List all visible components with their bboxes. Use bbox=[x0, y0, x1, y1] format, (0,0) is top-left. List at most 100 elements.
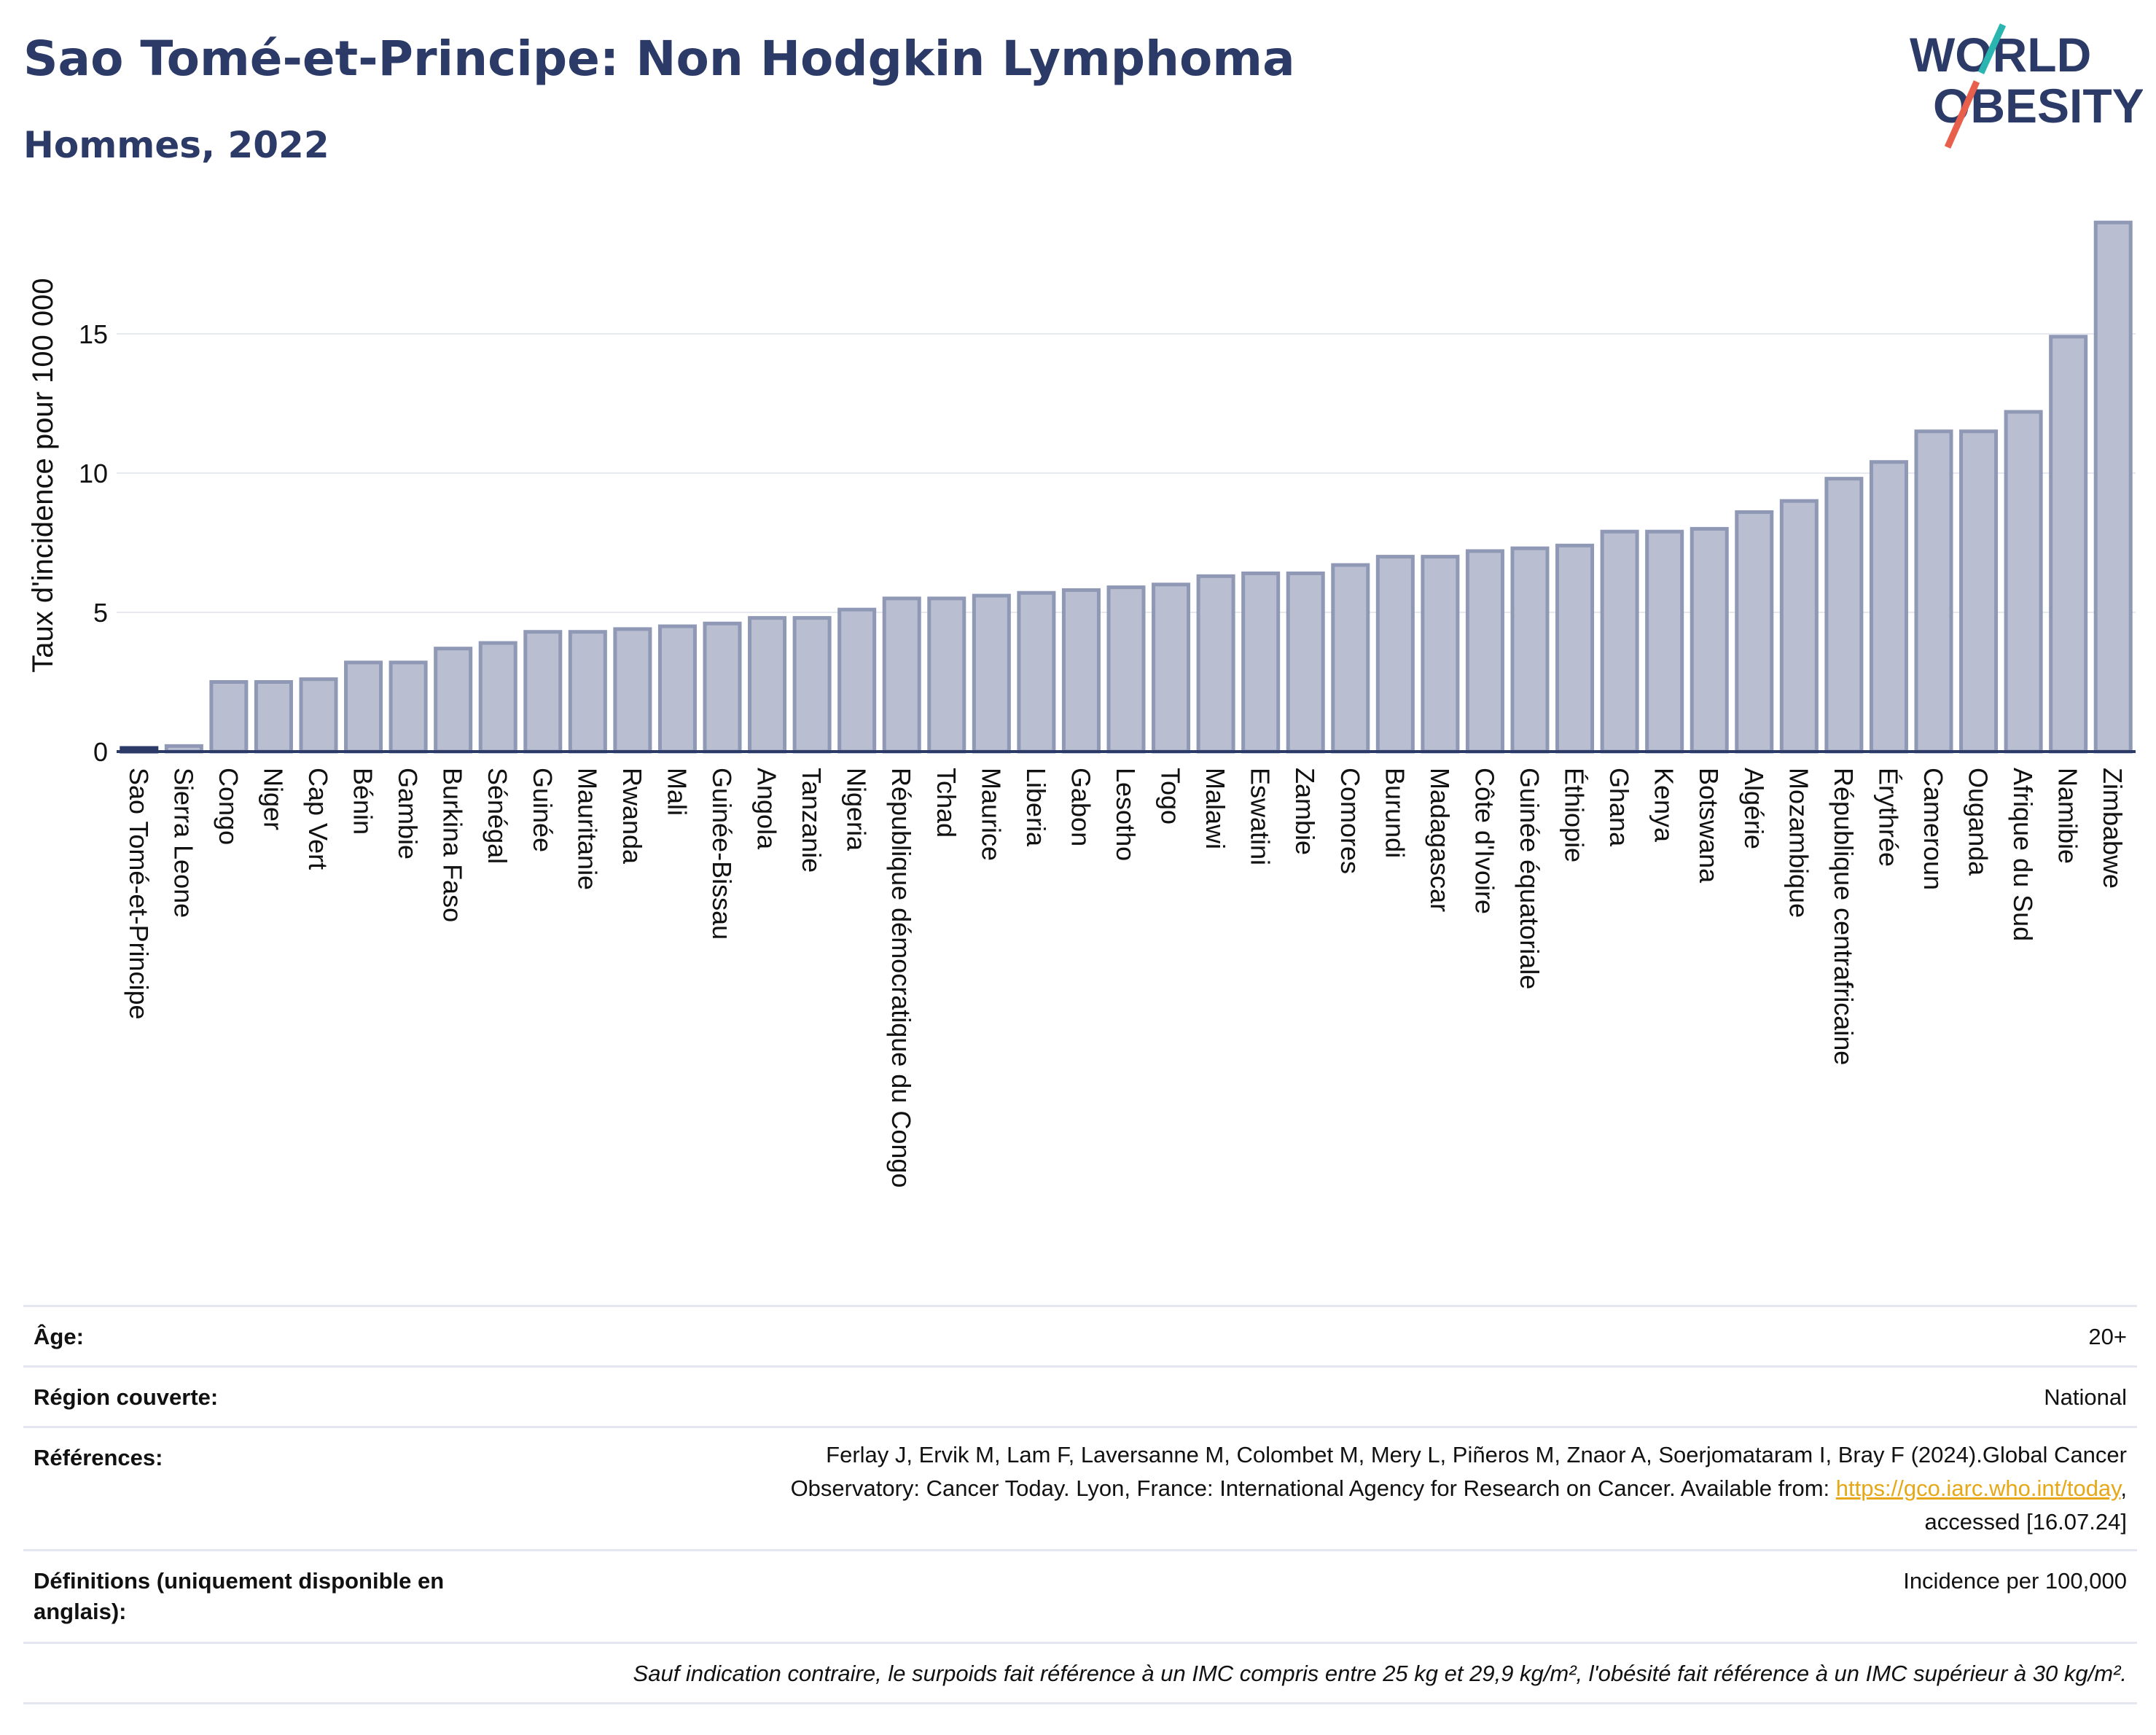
x-tick-label: Érythrée bbox=[1873, 768, 1903, 867]
x-tick-label: République démocratique du Congo bbox=[886, 768, 916, 1188]
x-tick-label: Mali bbox=[662, 768, 692, 816]
definitions-value: Incidence per 100,000 bbox=[1903, 1568, 2127, 1594]
y-tick-label: 5 bbox=[93, 598, 108, 628]
bar bbox=[1600, 529, 1639, 754]
metadata-table: Âge: 20+ Région couverte: National Référ… bbox=[23, 1305, 2137, 1704]
references-link[interactable]: https://gco.iarc.who.int/today bbox=[1835, 1475, 2121, 1501]
x-tick-label: Guinée bbox=[528, 768, 558, 852]
x-tick-label: Algérie bbox=[1739, 768, 1769, 849]
x-tick-label: Maurice bbox=[976, 768, 1006, 861]
x-tick-label: Niger bbox=[258, 768, 288, 830]
x-tick-label: Cameroun bbox=[1918, 768, 1948, 890]
references-label: Références: bbox=[34, 1445, 163, 1470]
age-value: 20+ bbox=[2088, 1324, 2127, 1349]
world-obesity-logo: WORLD OBESITY bbox=[1910, 23, 2143, 149]
x-tick-label: Zambie bbox=[1290, 768, 1320, 855]
x-tick-label: Guinée équatoriale bbox=[1515, 768, 1544, 989]
x-tick-label: Cap Vert bbox=[303, 768, 333, 870]
bar bbox=[972, 593, 1011, 754]
chart-subtitle: Hommes, 2022 bbox=[23, 124, 329, 166]
x-tick-label: Burundi bbox=[1380, 768, 1410, 858]
x-tick-label: Sénégal bbox=[483, 768, 512, 864]
x-tick-label: Côte d'Ivoire bbox=[1469, 768, 1499, 914]
bar bbox=[792, 616, 832, 754]
meta-row-note: Sauf indication contraire, le surpoids f… bbox=[23, 1642, 2137, 1704]
x-tick-label: Afrique du Sud bbox=[2008, 768, 2038, 941]
bar bbox=[1555, 543, 1595, 754]
bar bbox=[299, 677, 338, 754]
bar bbox=[568, 630, 607, 754]
bar bbox=[748, 616, 787, 754]
bar bbox=[1375, 555, 1415, 754]
bar bbox=[927, 596, 966, 754]
bar bbox=[434, 647, 473, 754]
bar bbox=[1152, 582, 1191, 754]
bar bbox=[1017, 590, 1056, 754]
y-tick-label: 15 bbox=[79, 319, 108, 349]
x-tick-label: Namibie bbox=[2053, 768, 2083, 864]
logo-slash-red bbox=[1944, 80, 1980, 149]
bar bbox=[209, 680, 249, 754]
meta-row-references: Références: Ferlay J, Ervik M, Lam F, La… bbox=[23, 1426, 2137, 1549]
bar bbox=[1286, 572, 1325, 754]
bar bbox=[613, 627, 652, 754]
y-axis-label: Taux d'incidence pour 100 000 bbox=[27, 278, 59, 672]
x-tick-label: Rwanda bbox=[617, 768, 647, 865]
bar bbox=[1645, 529, 1684, 754]
bar bbox=[882, 596, 921, 754]
bar bbox=[1914, 429, 1953, 754]
x-tick-label: Sierra Leone bbox=[168, 768, 198, 918]
bar bbox=[388, 660, 428, 754]
bar bbox=[1421, 555, 1460, 754]
x-tick-label: Zimbabwe bbox=[2098, 768, 2128, 889]
bar bbox=[1465, 549, 1504, 754]
x-tick-label: Malawi bbox=[1200, 768, 1230, 849]
bar bbox=[657, 624, 697, 754]
bars bbox=[120, 220, 2133, 754]
bar bbox=[703, 621, 742, 754]
y-tick-labels: 0 5 10 15 bbox=[79, 319, 108, 767]
x-tick-label: Togo bbox=[1156, 768, 1186, 824]
x-tick-label: Congo bbox=[214, 768, 243, 845]
references-line-2-end: , bbox=[2120, 1475, 2127, 1501]
references-line-2: Observatory: Cancer Today. Lyon, France:… bbox=[791, 1472, 2127, 1505]
x-tick-label: Sao Tomé-et-Principe bbox=[124, 768, 154, 1020]
bar bbox=[523, 630, 563, 754]
x-tick-label: Comores bbox=[1335, 768, 1365, 874]
x-tick-label: Ghana bbox=[1604, 768, 1634, 847]
x-tick-label: Tanzanie bbox=[797, 768, 827, 873]
bar bbox=[2093, 220, 2133, 754]
bar bbox=[478, 641, 517, 754]
meta-row-definitions: Définitions (uniquement disponible en an… bbox=[23, 1549, 2137, 1642]
x-tick-label: Guinée-Bissau bbox=[707, 768, 737, 940]
x-tick-label: Ouganda bbox=[1964, 768, 1993, 876]
bar bbox=[2049, 335, 2088, 754]
y-tick-label: 0 bbox=[93, 737, 108, 767]
bar bbox=[2004, 410, 2043, 754]
bar bbox=[1690, 526, 1729, 754]
x-tick-label: Angola bbox=[752, 768, 782, 850]
x-tick-label: Lesotho bbox=[1111, 768, 1141, 861]
region-value: National bbox=[2044, 1384, 2127, 1410]
logo-slash-teal bbox=[1977, 23, 2007, 74]
x-tick-label: République centrafricaine bbox=[1829, 768, 1859, 1065]
references-line-3: accessed [16.07.24] bbox=[1924, 1509, 2127, 1535]
x-tick-label: Kenya bbox=[1649, 768, 1679, 843]
x-tick-label: Bénin bbox=[348, 768, 378, 835]
region-label: Région couverte: bbox=[34, 1384, 219, 1410]
x-tick-label: Madagascar bbox=[1425, 768, 1455, 912]
x-tick-label: Liberia bbox=[1021, 768, 1051, 847]
bar bbox=[837, 607, 877, 754]
bar-chart: 0 5 10 15 Sao Tomé-et-Principe Sierra Leone C… bbox=[27, 220, 2136, 1188]
x-tick-label: Mauritanie bbox=[572, 768, 602, 890]
bar bbox=[1331, 563, 1370, 754]
y-tick-label: 10 bbox=[79, 459, 108, 488]
x-tick-label: Burkina Faso bbox=[438, 768, 468, 922]
bar bbox=[1869, 460, 1908, 754]
meta-row-age: Âge: 20+ bbox=[23, 1305, 2137, 1365]
x-tick-label: Tchad bbox=[931, 768, 961, 838]
bar bbox=[1510, 546, 1550, 754]
x-tick-label: Éthiopie bbox=[1560, 768, 1590, 862]
x-tick-label: Nigeria bbox=[842, 768, 872, 851]
definitions-label: Définitions (uniquement disponible en an… bbox=[34, 1568, 445, 1624]
